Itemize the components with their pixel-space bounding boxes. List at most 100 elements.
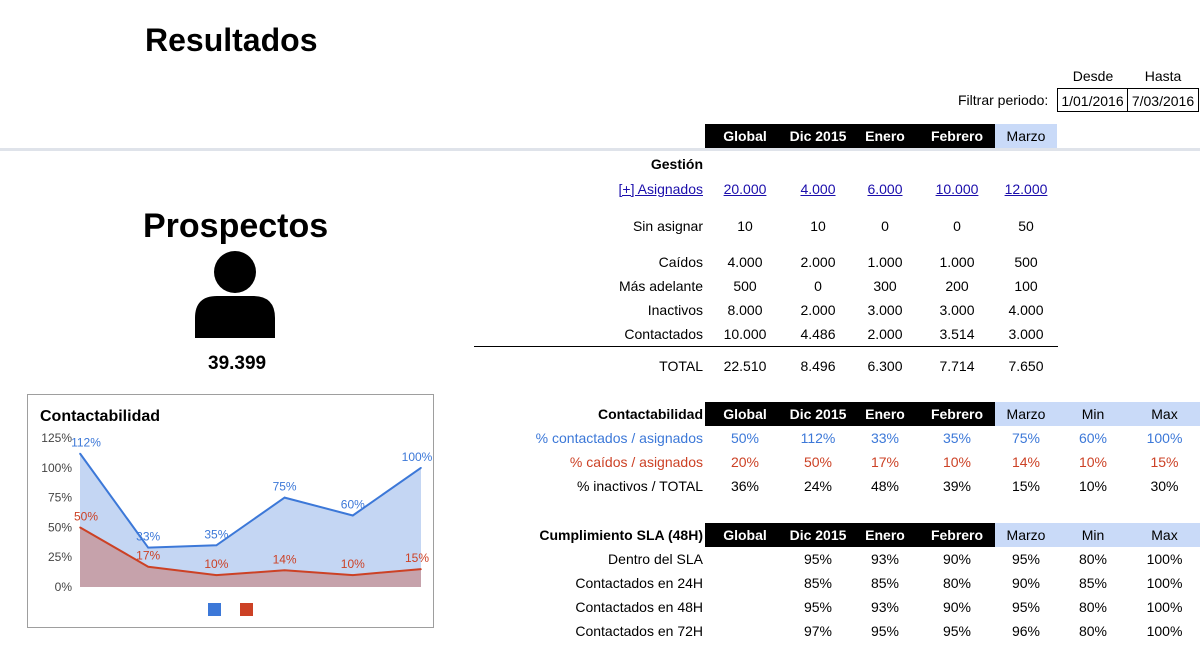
cell: 80% (1078, 623, 1108, 639)
asignados-marzo-link[interactable]: 12.000 (1004, 181, 1048, 197)
col-header: Max (1129, 402, 1200, 426)
row-label: Inactivos (647, 302, 703, 318)
series-0-data-label: 35% (204, 527, 228, 541)
cell: 48% (870, 478, 900, 494)
cell: 1.000 (867, 254, 903, 270)
cell: 112% (800, 430, 836, 446)
legend-swatch-1 (240, 603, 253, 616)
series-0-data-label: 75% (273, 480, 297, 494)
asignados-enero-link[interactable]: 6.000 (867, 181, 903, 197)
cell: 30% (1150, 478, 1179, 494)
prospectos-title: Prospectos (143, 207, 329, 245)
cell: 8.000 (727, 302, 763, 318)
cell: 500 (733, 278, 757, 294)
gestion-section-label: Gestión (650, 156, 703, 172)
filter-period-label: Filtrar periodo: (958, 92, 1049, 108)
cell: 100 (1014, 278, 1038, 294)
cell: 95% (942, 623, 972, 639)
cell: 50% (730, 430, 760, 446)
series-0-point (215, 544, 218, 547)
series-0-point (147, 546, 149, 549)
series-0-data-label: 33% (136, 530, 160, 544)
cell: 36% (730, 478, 760, 494)
asignados-global-link[interactable]: 20.000 (723, 181, 767, 197)
asignados-febrero-link[interactable]: 10.000 (935, 181, 979, 197)
cell: 0 (953, 218, 961, 234)
asignados-expand-link[interactable]: [+] Asignados (618, 181, 703, 197)
cell: 95% (1011, 551, 1041, 567)
cell: 0 (814, 278, 822, 294)
cell: 93% (870, 599, 900, 615)
cell: 93% (870, 551, 900, 567)
series-1-point (283, 569, 286, 572)
cell: 300 (873, 278, 897, 294)
row-label: Contactados (624, 326, 703, 342)
cell: 90% (942, 551, 972, 567)
cell: 3.514 (939, 326, 975, 342)
cell: 15% (1011, 478, 1041, 494)
col-header: Global (705, 402, 785, 426)
col-header: Enero (851, 402, 919, 426)
cell: 75% (1011, 430, 1041, 446)
header-divider (0, 148, 1200, 151)
total-cell: 22.510 (723, 358, 767, 374)
series-1-data-label: 10% (341, 557, 365, 571)
series-1-area (80, 527, 421, 587)
series-1-point (420, 568, 422, 570)
series-1-point (352, 574, 354, 576)
gestion-col-enero: Enero (851, 124, 919, 148)
cell: 85% (870, 575, 900, 591)
cell: 500 (1014, 254, 1038, 270)
col-header: Max (1129, 523, 1200, 547)
cell: 100% (1146, 599, 1183, 615)
total-cell: 7.650 (1008, 358, 1044, 374)
series-1-point (79, 526, 81, 529)
col-header: Dic 2015 (785, 402, 851, 426)
row-label: % inactivos / TOTAL (576, 478, 703, 494)
cell: 100% (1146, 575, 1183, 591)
cell: 14% (1011, 454, 1041, 470)
total-cell: 6.300 (867, 358, 903, 374)
series-0-data-label: 112% (71, 435, 101, 449)
cell: 39% (942, 478, 972, 494)
cell: 4.000 (727, 254, 763, 270)
series-1-line (79, 526, 422, 577)
cell: 10% (1078, 478, 1108, 494)
row-label: Contactados en 72H (575, 623, 703, 639)
cell: 100% (1146, 623, 1183, 639)
cell: 33% (870, 430, 900, 446)
cell: 95% (803, 599, 833, 615)
cell: 0 (881, 218, 889, 234)
row-label: Más adelante (618, 278, 703, 294)
row-label: Caídos (658, 254, 703, 270)
cell: 10% (942, 454, 972, 470)
cell: 10 (737, 218, 753, 234)
col-header: Global (705, 523, 785, 547)
cell: 85% (1078, 575, 1108, 591)
asignados-dic-link[interactable]: 4.000 (800, 181, 836, 197)
series-1-data-label: 50% (74, 509, 98, 523)
cell: 3.000 (939, 302, 975, 318)
cell: 35% (942, 430, 972, 446)
user-icon (193, 250, 277, 338)
cell: 10% (1078, 454, 1108, 470)
row-label: Dentro del SLA (608, 551, 703, 567)
cell: 200 (945, 278, 969, 294)
desde-date-field[interactable]: 1/01/2016 (1057, 88, 1128, 112)
hasta-date-field[interactable]: 7/03/2016 (1127, 88, 1199, 112)
series-0-line (79, 452, 422, 549)
prospectos-total: 39.399 (208, 353, 267, 374)
series-0-point (420, 467, 422, 469)
row-label: Contactados en 48H (575, 599, 703, 615)
series-1-data-label: 14% (273, 552, 297, 566)
gestion-col-global: Global (705, 124, 785, 148)
col-header: Dic 2015 (785, 523, 851, 547)
cell: 100% (1146, 430, 1183, 446)
series-0-area (80, 453, 421, 587)
desde-label: Desde (1072, 68, 1114, 84)
row-label: % caídos / asignados (569, 454, 703, 470)
y-tick-label: 50% (48, 520, 72, 534)
contactabilidad-chart[interactable]: Contactabilidad 0% 25% 50% 75% 100% 125% 112% 3… (27, 394, 434, 628)
total-cell: 8.496 (800, 358, 836, 374)
cell: 80% (1078, 551, 1108, 567)
